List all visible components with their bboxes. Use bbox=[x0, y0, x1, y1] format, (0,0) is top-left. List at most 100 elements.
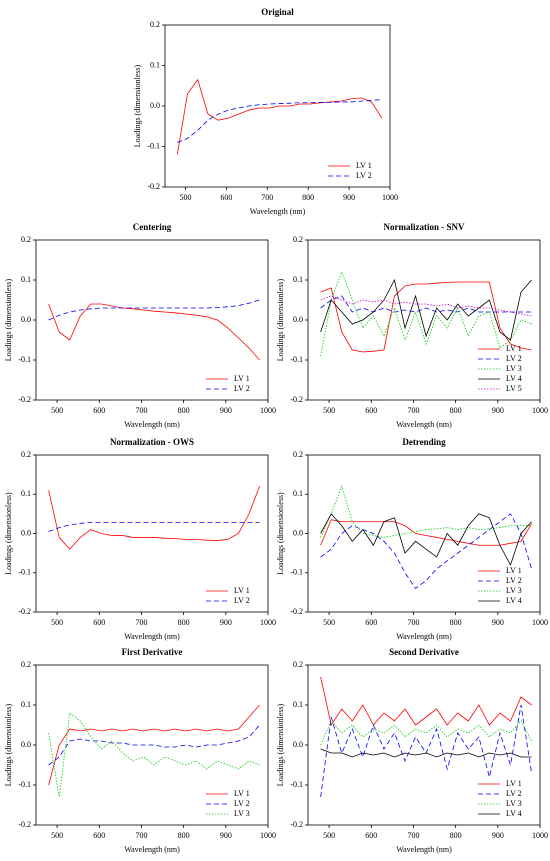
series-line bbox=[48, 486, 260, 550]
series-line bbox=[320, 519, 532, 546]
x-tick-label: 500 bbox=[323, 406, 335, 415]
y-tick-label: -0.2 bbox=[18, 820, 31, 829]
y-tick-label: -0.1 bbox=[147, 141, 160, 150]
x-tick-label: 800 bbox=[178, 406, 190, 415]
x-tick-label: 800 bbox=[302, 193, 314, 202]
x-tick-label: 700 bbox=[407, 831, 419, 840]
y-axis-label: Loadings (dimensionless) bbox=[276, 492, 285, 575]
legend-label: LV 3 bbox=[506, 364, 522, 373]
y-tick-label: 0.0 bbox=[293, 315, 303, 324]
series-line bbox=[176, 78, 383, 155]
y-tick-label: -0.2 bbox=[290, 820, 303, 829]
x-tick-label: 900 bbox=[220, 406, 232, 415]
y-tick-label: 0.2 bbox=[293, 450, 303, 459]
y-tick-label: -0.1 bbox=[290, 355, 303, 364]
y-tick-label: -0.2 bbox=[290, 395, 303, 404]
series-line bbox=[320, 278, 532, 341]
chart-title: Normalization - SNV bbox=[384, 222, 465, 232]
legend-label: LV 4 bbox=[506, 809, 522, 818]
x-tick-label: 600 bbox=[365, 406, 377, 415]
series-line bbox=[320, 720, 532, 746]
y-tick-label: 0.0 bbox=[293, 740, 303, 749]
x-tick-label: 600 bbox=[365, 831, 377, 840]
x-tick-label: 700 bbox=[407, 618, 419, 627]
y-tick-label: 0.2 bbox=[21, 450, 31, 459]
x-axis-label: Wavelength (nm) bbox=[396, 845, 452, 854]
y-tick-label: -0.2 bbox=[147, 182, 160, 191]
y-tick-label: -0.1 bbox=[290, 780, 303, 789]
x-tick-label: 500 bbox=[51, 406, 63, 415]
x-tick-label: 1000 bbox=[260, 831, 276, 840]
x-tick-label: 900 bbox=[220, 831, 232, 840]
legend-label: LV 3 bbox=[234, 809, 250, 818]
x-tick-label: 800 bbox=[178, 831, 190, 840]
y-tick-label: -0.2 bbox=[18, 607, 31, 616]
x-tick-label: 700 bbox=[261, 193, 273, 202]
legend-label: LV 3 bbox=[506, 586, 522, 595]
chart-title: First Derivative bbox=[122, 647, 183, 657]
legend-label: LV 3 bbox=[506, 799, 522, 808]
legend-label: LV 1 bbox=[234, 789, 250, 798]
y-tick-label: 0.0 bbox=[150, 101, 160, 110]
x-tick-label: 600 bbox=[220, 193, 232, 202]
y-tick-label: 0.2 bbox=[293, 660, 303, 669]
y-tick-label: 0.2 bbox=[293, 235, 303, 244]
x-axis-label: Wavelength (nm) bbox=[124, 632, 180, 641]
y-axis-label: Loadings (dimensionless) bbox=[276, 278, 285, 361]
y-tick-label: 0.1 bbox=[150, 60, 160, 69]
y-axis-label: Loadings (dimensionless) bbox=[4, 278, 13, 361]
legend-label: LV 1 bbox=[234, 374, 250, 383]
x-tick-label: 600 bbox=[93, 406, 105, 415]
legend-label: LV 2 bbox=[506, 576, 522, 585]
y-tick-label: -0.1 bbox=[18, 780, 31, 789]
x-tick-label: 800 bbox=[178, 618, 190, 627]
chart-title: Centering bbox=[133, 222, 172, 232]
series-line bbox=[320, 281, 532, 353]
y-tick-label: 0.1 bbox=[293, 489, 303, 498]
chart-title: Detrending bbox=[402, 437, 446, 447]
series-line bbox=[320, 485, 532, 538]
legend-label: LV 2 bbox=[234, 596, 250, 605]
series-line bbox=[320, 513, 532, 566]
x-tick-label: 700 bbox=[407, 406, 419, 415]
x-tick-label: 600 bbox=[93, 618, 105, 627]
legend-label: LV 2 bbox=[506, 354, 522, 363]
x-tick-label: 1000 bbox=[532, 618, 548, 627]
y-tick-label: -0.2 bbox=[290, 607, 303, 616]
series-line bbox=[320, 513, 532, 590]
x-axis-label: Wavelength (nm) bbox=[396, 632, 452, 641]
y-tick-label: 0.0 bbox=[21, 315, 31, 324]
y-axis-label: Loadings (dimensionless) bbox=[4, 703, 13, 786]
series-line bbox=[320, 676, 532, 727]
legend-label: LV 1 bbox=[506, 566, 522, 575]
x-tick-label: 800 bbox=[450, 618, 462, 627]
x-tick-label: 1000 bbox=[382, 193, 398, 202]
y-axis-label: Loadings (dimensionless) bbox=[276, 703, 285, 786]
legend-label: LV 2 bbox=[356, 171, 372, 180]
series-line bbox=[48, 303, 260, 361]
y-tick-label: 0.2 bbox=[21, 235, 31, 244]
legend-label: LV 1 bbox=[356, 161, 372, 170]
x-tick-label: 800 bbox=[450, 406, 462, 415]
series-line bbox=[48, 724, 260, 766]
y-tick-label: 0.1 bbox=[21, 700, 31, 709]
y-tick-label: 0.1 bbox=[293, 275, 303, 284]
x-axis-label: Wavelength (nm) bbox=[250, 207, 306, 216]
legend-label: LV 1 bbox=[506, 779, 522, 788]
chart-title: Second Derivative bbox=[389, 647, 459, 657]
x-tick-label: 700 bbox=[135, 406, 147, 415]
x-tick-label: 700 bbox=[135, 618, 147, 627]
x-tick-label: 1000 bbox=[532, 406, 548, 415]
x-tick-label: 1000 bbox=[532, 831, 548, 840]
series-line bbox=[320, 270, 532, 357]
x-tick-label: 1000 bbox=[260, 618, 276, 627]
series-line bbox=[48, 704, 260, 786]
legend-label: LV 2 bbox=[234, 384, 250, 393]
y-tick-label: 0.2 bbox=[150, 20, 160, 29]
x-tick-label: 900 bbox=[492, 618, 504, 627]
x-tick-label: 900 bbox=[492, 406, 504, 415]
series-line bbox=[320, 295, 532, 313]
series-line bbox=[320, 704, 532, 798]
series-line bbox=[48, 522, 260, 532]
